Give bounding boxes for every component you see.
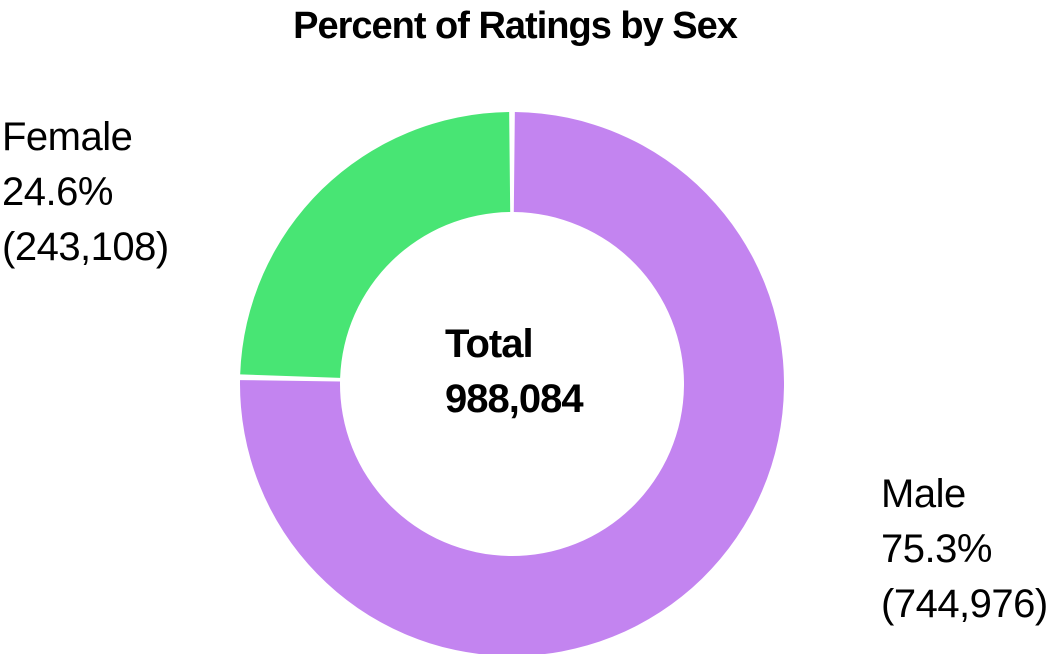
- center-total-value: 988,084: [445, 377, 584, 421]
- male-percent-label: 75.3%: [881, 527, 992, 571]
- donut-slices: [240, 112, 784, 654]
- male-name-label: Male: [881, 472, 966, 516]
- female-percent-label: 24.6%: [2, 170, 113, 214]
- female-name-label: Female: [2, 115, 132, 159]
- slice-male: [240, 112, 784, 654]
- slice-female: [240, 112, 511, 378]
- female-count-label: (243,108): [2, 225, 169, 269]
- male-count-label: (744,976): [881, 582, 1048, 626]
- center-total-label: Total: [445, 322, 533, 366]
- chart-title: Percent of Ratings by Sex: [293, 5, 738, 47]
